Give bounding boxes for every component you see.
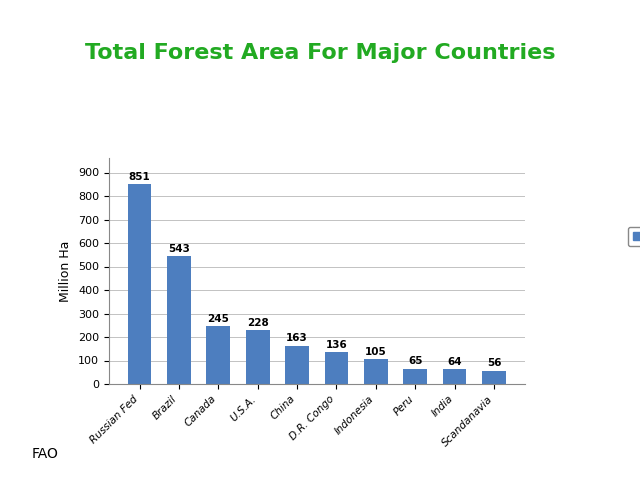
Bar — [167, 256, 191, 384]
Text: Total Forest Area For Major Countries: Total Forest Area For Major Countries — [84, 43, 556, 63]
Bar — [324, 352, 348, 384]
Legend: Region: Region — [628, 227, 640, 246]
Text: FAO: FAO — [32, 447, 59, 461]
Text: 105: 105 — [365, 347, 387, 357]
Bar — [443, 369, 467, 384]
Text: 56: 56 — [487, 359, 501, 369]
Bar — [207, 326, 230, 384]
Y-axis label: Million Ha: Million Ha — [60, 240, 72, 302]
Bar — [246, 330, 269, 384]
Bar — [285, 346, 309, 384]
Bar — [483, 371, 506, 384]
Text: 136: 136 — [326, 340, 348, 350]
Text: 543: 543 — [168, 244, 190, 254]
Text: 851: 851 — [129, 172, 150, 181]
Bar — [128, 184, 151, 384]
Text: 245: 245 — [207, 314, 229, 324]
Bar — [364, 360, 388, 384]
Bar — [403, 369, 427, 384]
Text: 65: 65 — [408, 356, 422, 366]
Text: 163: 163 — [286, 333, 308, 343]
Text: 64: 64 — [447, 357, 462, 367]
Text: 228: 228 — [247, 318, 269, 328]
